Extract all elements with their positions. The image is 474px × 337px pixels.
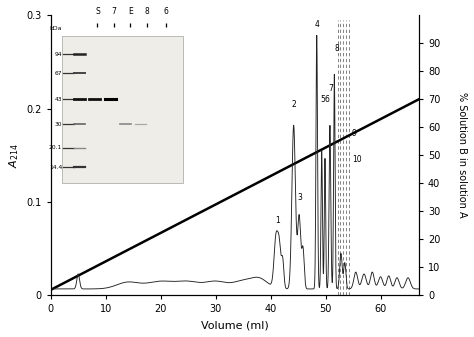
Text: 4: 4 [315,20,320,29]
Text: E: E [128,7,133,16]
Text: kDa: kDa [50,26,62,31]
Text: 5: 5 [320,95,325,104]
Text: 8: 8 [334,44,339,53]
Text: 8: 8 [145,7,149,16]
X-axis label: Volume (ml): Volume (ml) [201,320,269,330]
Text: 6: 6 [324,95,329,104]
Text: 7: 7 [111,7,116,16]
Text: S: S [95,7,100,16]
Y-axis label: $A_{214}$: $A_{214}$ [7,143,21,167]
Text: 10: 10 [352,155,362,164]
Text: 1: 1 [275,216,280,225]
Text: 6: 6 [164,7,169,16]
Text: 43: 43 [55,97,62,102]
Text: 30: 30 [55,122,62,127]
Text: 9: 9 [352,129,357,139]
Y-axis label: % Solution B in solution A: % Solution B in solution A [457,92,467,218]
Text: 20.1: 20.1 [49,145,62,150]
Text: 3: 3 [297,193,302,202]
Text: 94: 94 [55,52,62,57]
Text: 14.4: 14.4 [49,165,62,170]
Text: 2: 2 [292,100,297,110]
Text: 67: 67 [55,70,62,75]
Bar [62,36,182,183]
Text: 7: 7 [328,84,334,93]
